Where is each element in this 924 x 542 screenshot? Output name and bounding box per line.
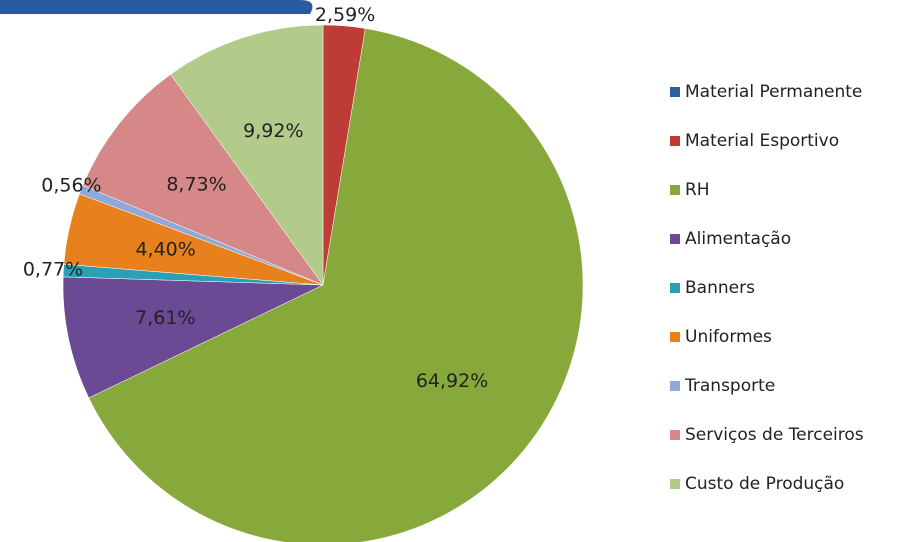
legend-swatch [670, 479, 680, 489]
legend-label: Material Permanente [685, 82, 862, 102]
pie-slice [82, 74, 324, 286]
data-label: 8,73% [166, 174, 226, 196]
data-label: 0,56% [41, 174, 101, 196]
legend-label: Alimentação [685, 229, 791, 249]
pie-slice [88, 28, 584, 542]
pie [62, 24, 584, 542]
legend-label: Transporte [684, 376, 775, 396]
data-label: 7,61% [135, 307, 195, 329]
legend-label: Uniformes [685, 327, 772, 347]
legend-label: RH [685, 180, 710, 200]
pie-slice [170, 24, 324, 286]
data-label: 4,40% [135, 239, 195, 261]
data-labels: 2,59% 64,92% 7,61% 0,77% 4,40% 0,56% 8,73% 9,92… [23, 4, 488, 392]
data-label: 0,77% [23, 258, 83, 280]
data-label: 64,92% [416, 370, 488, 392]
legend-label: Banners [685, 278, 755, 298]
legend-label: Custo de Produção [685, 474, 844, 494]
header-tab [0, 0, 313, 14]
legend-swatch [670, 136, 680, 146]
legend: Material Permanente Material Esportivo RH A… [670, 82, 864, 494]
data-label: 2,59% [315, 4, 375, 26]
legend-swatch [670, 381, 680, 391]
legend-swatch [670, 185, 680, 195]
legend-swatch [670, 430, 680, 440]
legend-swatch [670, 87, 680, 97]
legend-label: Material Esportivo [685, 131, 839, 151]
legend-label: Serviços de Terceiros [685, 425, 864, 445]
legend-swatch [670, 332, 680, 342]
data-label: 9,92% [243, 120, 303, 142]
legend-swatch [670, 234, 680, 244]
pie-slice [62, 276, 324, 399]
legend-swatch [670, 283, 680, 293]
